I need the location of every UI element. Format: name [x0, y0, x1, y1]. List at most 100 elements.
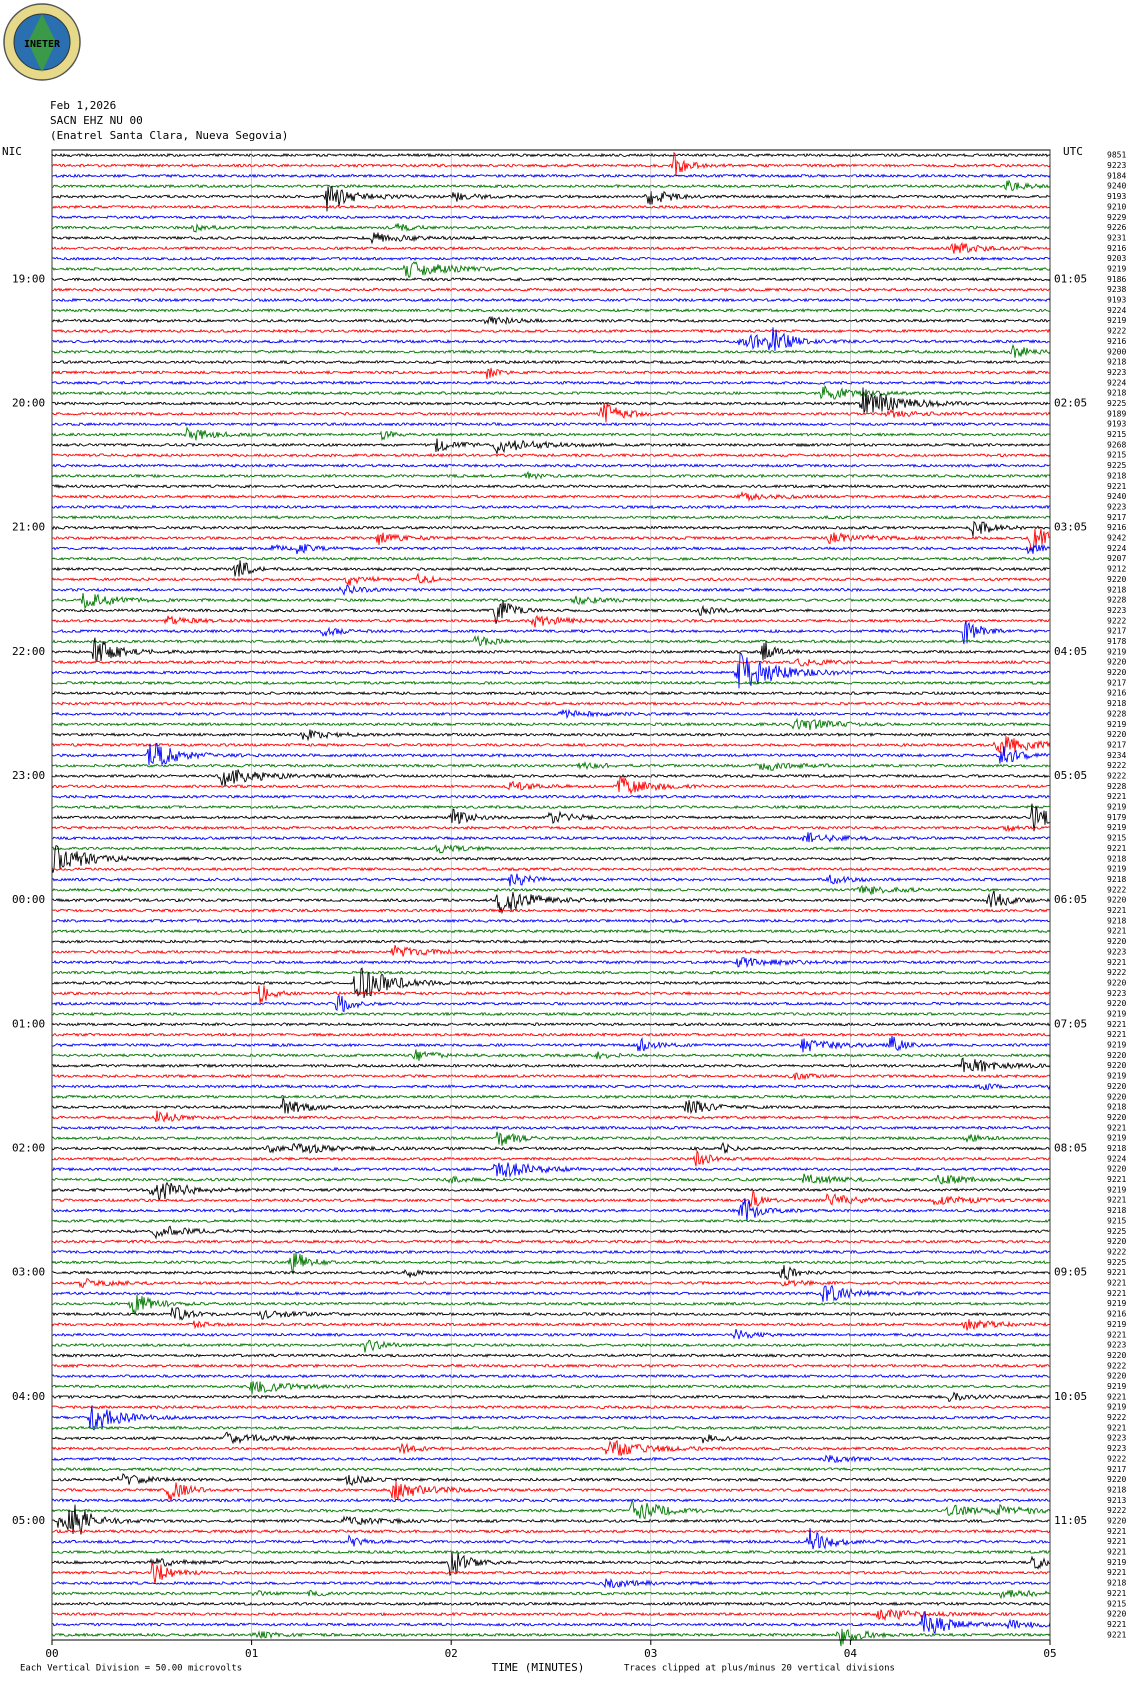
trace	[51, 1198, 1051, 1222]
trace	[51, 179, 1051, 191]
trace	[51, 1162, 1051, 1178]
trace-value: 9240	[1107, 182, 1126, 191]
trace	[51, 584, 1051, 596]
trace-value: 9193	[1107, 192, 1126, 201]
trace	[51, 1265, 1051, 1280]
trace-value: 9223	[1107, 1444, 1126, 1453]
trace	[51, 1404, 1051, 1410]
trace-value: 9216	[1107, 244, 1126, 253]
trace	[51, 287, 1051, 293]
trace	[51, 708, 1051, 720]
trace-value: 9224	[1107, 1154, 1126, 1163]
trace	[51, 1405, 1051, 1431]
trace	[51, 1022, 1051, 1027]
trace-value: 9221	[1107, 1620, 1126, 1629]
trace-value: 9212	[1107, 565, 1126, 574]
trace	[51, 1049, 1051, 1061]
trace-value: 9216	[1107, 689, 1126, 698]
left-hour-label: 19:00	[12, 272, 45, 285]
trace-value: 9220	[1107, 1372, 1126, 1381]
trace-value: 9218	[1107, 699, 1126, 708]
trace-value: 9219	[1107, 1009, 1126, 1018]
trace-value: 9218	[1107, 854, 1126, 863]
right-hour-label: 09:05	[1054, 1266, 1087, 1279]
trace	[51, 994, 1051, 1013]
trace-value: 9220	[1107, 668, 1126, 677]
right-hour-label: 11:05	[1054, 1514, 1087, 1527]
trace-value: 9224	[1107, 544, 1126, 553]
trace-value: 9226	[1107, 223, 1126, 232]
trace-value: 9221	[1107, 482, 1126, 491]
trace-value: 9225	[1107, 461, 1126, 470]
trace-value: 9219	[1107, 1382, 1126, 1391]
trace	[51, 1481, 1051, 1502]
trace	[51, 769, 1051, 787]
trace-value: 9220	[1107, 1082, 1126, 1091]
trace	[51, 384, 1051, 400]
trace	[51, 832, 1051, 843]
trace	[51, 504, 1051, 510]
trace	[51, 1057, 1051, 1073]
right-hour-label: 10:05	[1054, 1390, 1087, 1403]
trace-value: 9220	[1107, 730, 1126, 739]
trace	[51, 1035, 1051, 1053]
trace	[51, 328, 1051, 334]
trace-value: 9223	[1107, 1434, 1126, 1443]
trace-value: 9184	[1107, 171, 1126, 180]
trace	[51, 1466, 1051, 1472]
x-tick-label: 00	[45, 1647, 58, 1660]
trace-value: 9221	[1107, 1330, 1126, 1339]
trace	[51, 824, 1051, 833]
trace-value: 9221	[1107, 1392, 1126, 1401]
trace	[51, 1225, 1051, 1240]
trace	[51, 438, 1051, 454]
trace-value: 9218	[1107, 1579, 1126, 1588]
trace	[51, 1110, 1051, 1123]
trace	[51, 256, 1051, 262]
trace	[51, 1032, 1051, 1038]
left-hour-label: 22:00	[12, 645, 45, 658]
trace	[51, 1439, 1051, 1456]
trace-value: 9221	[1107, 1196, 1126, 1205]
trace-value: 9221	[1107, 906, 1126, 915]
trace	[51, 1431, 1051, 1445]
title-line: (Enatrel Santa Clara, Nueva Segovia)	[50, 129, 288, 142]
trace-value: 9219	[1107, 865, 1126, 874]
trace-value: 9222	[1107, 1247, 1126, 1256]
trace-value: 9219	[1107, 1185, 1126, 1194]
trace-value: 9220	[1107, 896, 1126, 905]
trace-value: 9220	[1107, 1237, 1126, 1246]
trace	[51, 1353, 1051, 1358]
left-hour-label: 04:00	[12, 1390, 45, 1403]
trace	[51, 297, 1051, 303]
trace-value: 9240	[1107, 492, 1126, 501]
trace-value: 9238	[1107, 285, 1126, 294]
trace	[51, 185, 1051, 212]
trace-value: 9221	[1107, 1548, 1126, 1557]
trace	[51, 327, 1050, 351]
trace	[51, 1094, 1051, 1100]
trace	[51, 614, 1051, 628]
right-axis-title: UTC	[1063, 145, 1083, 158]
trace-value: 9221	[1107, 1123, 1126, 1132]
trace-value: 9207	[1107, 554, 1126, 563]
trace	[51, 543, 1051, 555]
trace	[51, 343, 1051, 358]
trace-value: 9220	[1107, 1517, 1126, 1526]
trace-value: 9219	[1107, 316, 1126, 325]
trace	[51, 1307, 1051, 1321]
trace-value: 9220	[1107, 1610, 1126, 1619]
trace	[51, 804, 1051, 810]
trace	[51, 652, 1051, 689]
trace-value: 9223	[1107, 161, 1126, 170]
trace	[51, 957, 1051, 968]
trace	[51, 1239, 1051, 1245]
trace-value: 9220	[1107, 1351, 1126, 1360]
trace-value: 9216	[1107, 1310, 1126, 1319]
right-hour-label: 01:05	[1054, 272, 1087, 285]
trace	[51, 380, 1051, 386]
right-hour-label: 06:05	[1054, 893, 1087, 906]
trace-value: 9220	[1107, 1051, 1126, 1060]
